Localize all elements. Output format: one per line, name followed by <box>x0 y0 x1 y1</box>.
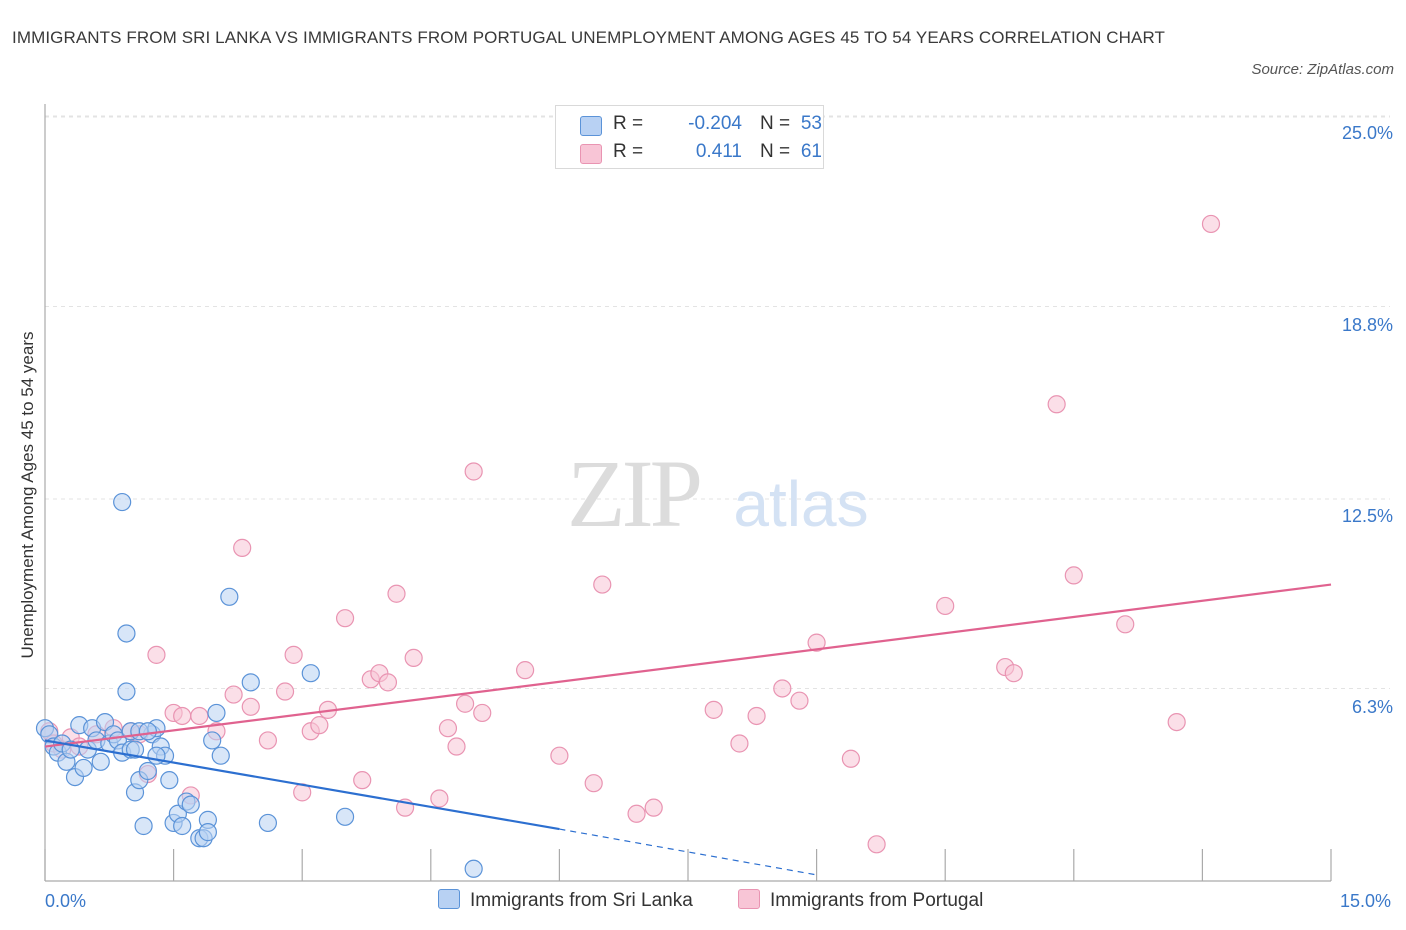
portugal-point <box>841 749 860 768</box>
portugal-point <box>430 789 449 808</box>
portugal-point <box>275 682 295 701</box>
r-label: R = <box>613 141 644 162</box>
watermark-zip: ZIP <box>567 440 700 547</box>
y-axis-label: Unemployment Among Ages 45 to 54 years <box>18 331 37 659</box>
sri-lanka-point <box>160 771 179 790</box>
portugal-point <box>627 804 646 823</box>
sri-lanka-point <box>464 859 483 878</box>
series-sri-lanka-points <box>35 492 483 878</box>
portugal-point <box>704 700 723 719</box>
legend-item-portugal[interactable]: Immigrants from Portugal <box>738 889 983 912</box>
y-tick-label: 6.3% <box>1351 697 1393 717</box>
y-tick-label: 18.8% <box>1341 315 1393 335</box>
sri-lanka-swatch <box>580 116 602 136</box>
r-value: -0.204 <box>688 113 742 134</box>
portugal-point <box>584 774 603 793</box>
portugal-point <box>516 661 535 680</box>
axes <box>44 104 1332 882</box>
portugal-point <box>730 734 749 753</box>
n-label: N = <box>760 141 791 162</box>
sri-lanka-swatch <box>438 889 460 909</box>
sri-lanka-point <box>74 758 93 778</box>
portugal-point <box>378 673 398 692</box>
portugal-point <box>438 719 458 738</box>
portugal-point <box>1167 712 1186 732</box>
sri-lanka-point <box>173 816 192 836</box>
portugal-point <box>936 596 955 616</box>
portugal-point <box>233 538 252 557</box>
r-label: R = <box>613 113 644 134</box>
y-tick-label: 25.0% <box>1341 123 1393 143</box>
portugal-point <box>1047 395 1066 414</box>
portugal-point <box>310 716 329 735</box>
watermark-atlas: atlas <box>733 468 868 540</box>
watermark: ZIP atlas <box>567 440 869 547</box>
legend-item-sri-lanka[interactable]: Immigrants from Sri Lanka <box>438 889 693 912</box>
source-label: Source: ZipAtlas.com <box>1251 61 1394 78</box>
sri-lanka-trend-line <box>44 739 560 831</box>
x-tick-label: 15.0% <box>1340 891 1392 911</box>
sri-lanka-point <box>91 752 110 771</box>
sri-lanka-point <box>207 703 226 723</box>
portugal-point <box>224 685 243 704</box>
portugal-point <box>147 645 166 664</box>
portugal-point <box>173 706 192 726</box>
sri-lanka-point <box>125 740 145 759</box>
portugal-point <box>464 462 483 481</box>
portugal-point <box>867 835 886 854</box>
portugal-point <box>258 731 278 750</box>
portugal-point <box>807 633 826 652</box>
sri-lanka-point <box>258 813 278 833</box>
sri-lanka-point <box>241 673 260 692</box>
sri-lanka-point <box>113 492 132 512</box>
portugal-point <box>790 691 809 710</box>
sri-lanka-point <box>117 624 136 643</box>
n-value: 61 <box>800 141 822 162</box>
portugal-point <box>550 746 569 765</box>
sri-lanka-point <box>335 807 355 826</box>
legend-label-sri-lanka: Immigrants from Sri Lanka <box>470 890 693 911</box>
sri-lanka-point <box>138 722 157 741</box>
portugal-point <box>335 609 355 628</box>
portugal-point <box>353 771 372 790</box>
sri-lanka-point <box>138 761 157 781</box>
portugal-point <box>387 584 406 603</box>
x-tick-label: 0.0% <box>45 891 87 911</box>
n-label: N = <box>760 113 791 134</box>
portugal-point <box>747 706 766 726</box>
portugal-point <box>1201 214 1221 234</box>
portugal-swatch <box>580 144 602 164</box>
portugal-point <box>1116 615 1135 634</box>
sri-lanka-point <box>220 587 239 606</box>
r-value: 0.411 <box>695 141 742 162</box>
sri-lanka-point <box>301 664 320 683</box>
portugal-point <box>593 575 612 594</box>
legend-label-portugal: Immigrants from Portugal <box>770 890 984 911</box>
stats-legend: R = -0.204 N = 53 R = 0.411 N = 61 <box>555 105 824 169</box>
portugal-point <box>241 697 260 716</box>
portugal-point <box>1004 664 1023 683</box>
sri-lanka-point <box>198 823 217 842</box>
n-value: 53 <box>800 113 822 134</box>
sri-lanka-point <box>181 795 200 814</box>
portugal-point <box>1064 566 1083 585</box>
portugal-point <box>404 648 423 668</box>
trend-lines <box>44 583 1332 876</box>
sri-lanka-point <box>203 731 222 750</box>
portugal-point <box>190 706 209 726</box>
sri-lanka-point <box>117 682 136 701</box>
portugal-point <box>455 694 475 713</box>
y-tick-label: 12.5% <box>1341 506 1393 526</box>
sri-lanka-point <box>211 746 230 765</box>
portugal-point <box>773 679 792 698</box>
portugal-point <box>473 703 492 723</box>
portugal-point <box>447 737 466 756</box>
portugal-point <box>284 645 303 664</box>
chart-title: IMMIGRANTS FROM SRI LANKA VS IMMIGRANTS … <box>12 28 1166 47</box>
portugal-trend-line <box>44 583 1332 748</box>
sri-lanka-point <box>134 816 153 836</box>
portugal-point <box>644 798 663 817</box>
portugal-swatch <box>738 889 760 909</box>
